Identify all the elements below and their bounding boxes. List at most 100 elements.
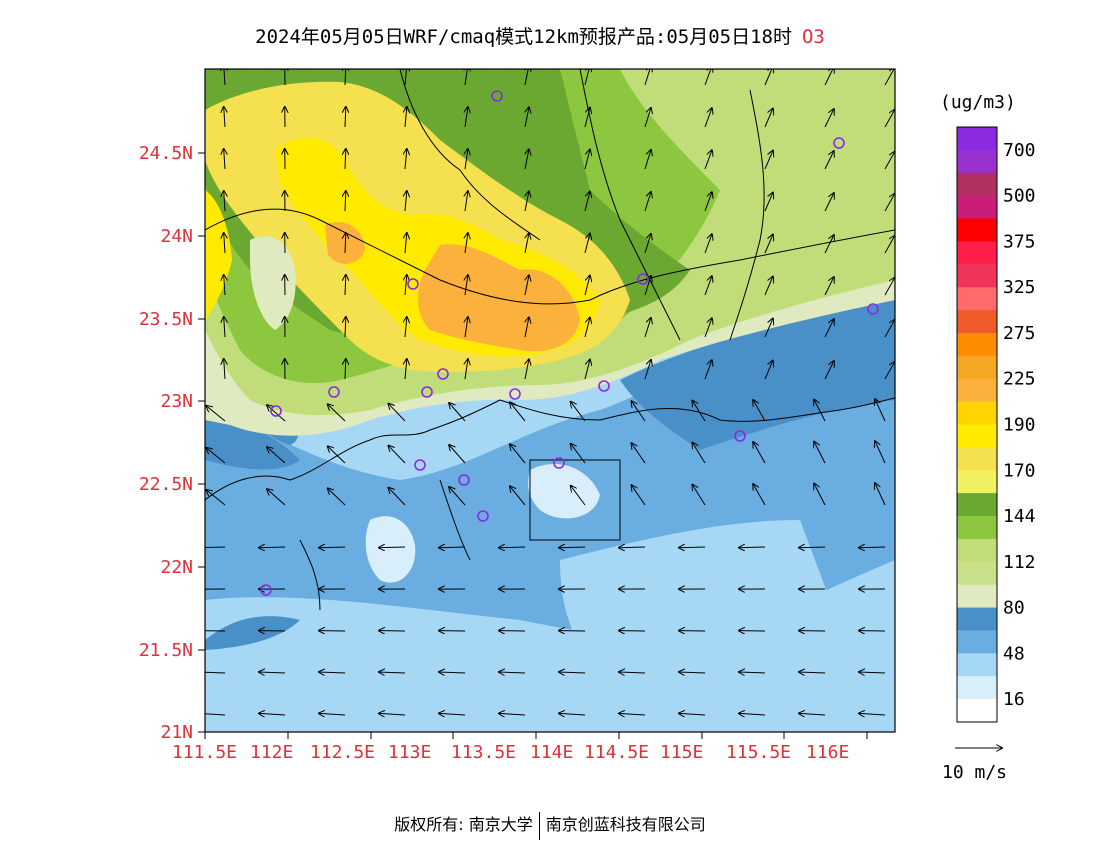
wind-arrow xyxy=(692,485,706,506)
lon-tick-label: 114.5E xyxy=(584,742,649,763)
wind-arrow xyxy=(644,150,651,170)
wind-arrow xyxy=(824,151,834,170)
legend-label: 325 xyxy=(1003,277,1036,298)
legend-swatch xyxy=(957,447,997,471)
wind-arrow xyxy=(328,404,346,422)
wind-arrow xyxy=(345,317,346,338)
legend-swatch xyxy=(957,516,997,540)
wind-arrow xyxy=(884,194,895,212)
wind-arrow xyxy=(764,69,773,86)
wind-arrow xyxy=(345,149,346,170)
wind-arrow xyxy=(224,275,225,296)
station-marker xyxy=(414,459,426,471)
wind-arrow xyxy=(465,149,468,170)
wind-arrow xyxy=(465,317,468,338)
wind-arrow xyxy=(405,149,407,170)
wind-arrow xyxy=(704,108,712,128)
wind-arrow xyxy=(267,405,286,422)
wind-arrow xyxy=(224,233,225,254)
wind-arrow xyxy=(319,547,346,548)
legend-swatch xyxy=(957,561,997,585)
wind-arrow xyxy=(824,109,834,128)
legend-swatch xyxy=(957,287,997,311)
legend-swatch xyxy=(957,538,997,563)
wind-arrow xyxy=(224,69,225,86)
legend-swatch xyxy=(957,195,997,219)
wind-arrow xyxy=(345,275,346,296)
wind-arrow xyxy=(259,547,286,548)
legend-swatch xyxy=(957,630,997,654)
wind-arrow xyxy=(559,672,586,673)
legend-label: 375 xyxy=(1003,231,1036,252)
legend-swatch xyxy=(957,149,997,174)
wind-arrow xyxy=(345,359,346,380)
wind-arrow xyxy=(571,402,586,422)
legend-swatch xyxy=(957,401,997,425)
wind-arrow xyxy=(328,488,346,506)
wind-arrow xyxy=(465,233,468,254)
longitude-axis: 111.5E 112E 112.5E 113E 113.5E 114E 114.5E 115E… xyxy=(172,732,868,763)
wind-arrow xyxy=(799,713,826,715)
wind-arrow xyxy=(224,107,225,128)
lon-tick-label: 114E xyxy=(530,742,573,763)
wind-arrow xyxy=(632,401,646,422)
legend-swatch xyxy=(957,470,997,494)
wind-arrow xyxy=(824,319,834,338)
station-marker xyxy=(867,303,879,315)
legend-label: 275 xyxy=(1003,323,1036,344)
wind-arrow xyxy=(679,672,706,673)
wind-arrow xyxy=(824,193,834,212)
wind-arrow xyxy=(644,318,651,338)
wind-arrow xyxy=(205,547,226,548)
wind-arrow xyxy=(584,150,590,170)
wind-arrow xyxy=(465,69,468,86)
wind-arrow xyxy=(884,278,895,296)
station-marker xyxy=(407,278,419,290)
lat-tick-label: 24N xyxy=(160,226,193,247)
wind-arrow xyxy=(704,234,712,254)
legend-swatch xyxy=(957,355,997,380)
station-marker xyxy=(270,405,282,417)
monitoring-stations xyxy=(260,90,879,596)
wind-arrow xyxy=(875,441,886,464)
wind-arrow xyxy=(510,486,526,506)
wind-arrow xyxy=(510,402,526,422)
legend-swatch xyxy=(957,699,997,723)
lat-tick-label: 24.5N xyxy=(139,143,193,164)
station-marker xyxy=(598,380,610,392)
footer-left: 版权所有: 南京大学 xyxy=(394,815,533,834)
wind-arrow xyxy=(206,490,226,506)
wind-arrow xyxy=(824,361,834,380)
wind-arrow xyxy=(884,69,895,86)
wind-arrow xyxy=(525,359,529,380)
wind-arrow xyxy=(619,547,646,548)
wind-arrow xyxy=(632,485,646,506)
wind-arrow xyxy=(584,108,590,128)
wind-arrow xyxy=(525,275,529,296)
wind-arrow xyxy=(644,360,651,380)
wind-arrow xyxy=(345,233,346,254)
wind-arrow xyxy=(525,191,529,212)
wind-arrow xyxy=(764,361,773,380)
wind-arrow xyxy=(859,672,886,673)
wind-arrow xyxy=(704,192,712,212)
legend-swatch xyxy=(957,676,997,700)
wind-arrow xyxy=(764,235,773,254)
legend-swatch xyxy=(957,218,997,242)
wind-arrow xyxy=(267,489,286,506)
wind-arrow xyxy=(875,399,886,422)
station-marker xyxy=(421,386,433,398)
wind-arrow xyxy=(679,547,706,548)
wind-arrow xyxy=(379,713,406,715)
wind-arrow xyxy=(884,362,895,380)
legend-swatch xyxy=(957,264,997,288)
wind-arrow xyxy=(379,672,406,673)
wind-arrow xyxy=(704,360,712,380)
wind-arrow xyxy=(814,484,826,506)
wind-arrow xyxy=(584,360,590,380)
wind-arrow xyxy=(224,191,225,212)
wind-arrow xyxy=(704,150,712,170)
wind-arrow xyxy=(644,276,651,296)
station-marker xyxy=(328,386,340,398)
